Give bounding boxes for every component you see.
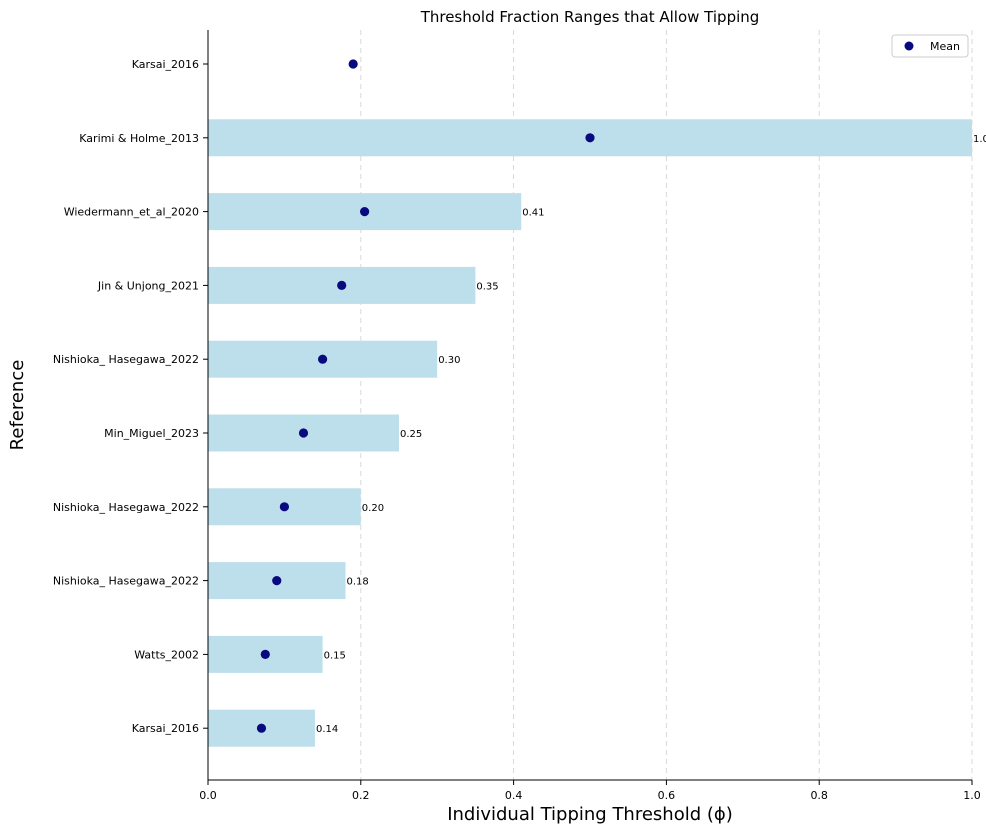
x-tick-label: 1.0 [963, 789, 981, 802]
y-axis-label: Reference [7, 360, 28, 451]
y-tick-label: Watts_2002 [134, 648, 199, 661]
legend-label: Mean [930, 40, 960, 53]
mean-point [585, 133, 595, 143]
grid [360, 30, 973, 780]
legend-marker [904, 41, 914, 51]
bar-value-label: 0.35 [476, 281, 498, 292]
y-tick-label: Jin & Unjong_2021 [97, 279, 199, 292]
mean-point [260, 649, 270, 660]
y-ticks: Karsai_2016 Karimi & Holme_2013 Wiedermann… [53, 58, 208, 735]
bar-value-label: 1.0 [973, 134, 986, 145]
mean-point [256, 723, 267, 733]
legend-box [891, 34, 969, 58]
mean-point [298, 428, 309, 438]
bar-labels: 1.0 0.41 0.35 0.30 0.25 0.20 0.18 0.15 0.14 [316, 134, 986, 735]
legend: Mean [891, 34, 969, 58]
mean-points [256, 59, 595, 733]
mean-point [360, 207, 370, 217]
y-tick-label: Nishioka_ Hasegawa_2022 [53, 353, 199, 366]
y-tick-label: Nishioka_ Hasegawa_2022 [53, 575, 199, 588]
bar-value-label: 0.25 [400, 429, 422, 440]
bars [208, 119, 972, 747]
bar-value-label: 0.30 [438, 355, 460, 366]
chart-title: Threshold Fraction Ranges that Allow Tip… [420, 8, 760, 26]
mean-point [318, 354, 328, 364]
y-tick-label: Nishioka_ Hasegawa_2022 [53, 501, 199, 514]
y-tick-label: Min_Miguel_2023 [104, 427, 199, 440]
y-tick-label: Karsai_2016 [132, 58, 199, 71]
bar-value-label: 0.41 [522, 208, 544, 219]
x-axis-label: Individual Tipping Threshold (ϕ) [447, 804, 733, 825]
bar-value-label: 0.18 [347, 577, 369, 588]
y-tick-label: Karsai_2016 [132, 722, 199, 735]
x-tick-label: 0.4 [505, 789, 523, 802]
x-ticks: 0.0 0.2 0.4 0.6 0.8 1.0 [199, 780, 981, 802]
bar-value-label: 0.20 [362, 503, 384, 514]
mean-point [272, 576, 282, 586]
bar-value-label: 0.15 [324, 650, 346, 661]
y-tick-label: Wiedermann_et_al_2020 [64, 206, 199, 219]
bar-value-label: 0.14 [316, 724, 338, 735]
x-tick-label: 0.2 [352, 789, 370, 802]
x-tick-label: 0.6 [658, 789, 676, 802]
y-tick-label: Karimi & Holme_2013 [79, 132, 199, 145]
mean-point [348, 59, 358, 69]
x-tick-label: 0.0 [199, 789, 217, 802]
mean-point [337, 280, 347, 290]
x-tick-label: 0.8 [810, 789, 828, 802]
mean-point [279, 502, 289, 512]
